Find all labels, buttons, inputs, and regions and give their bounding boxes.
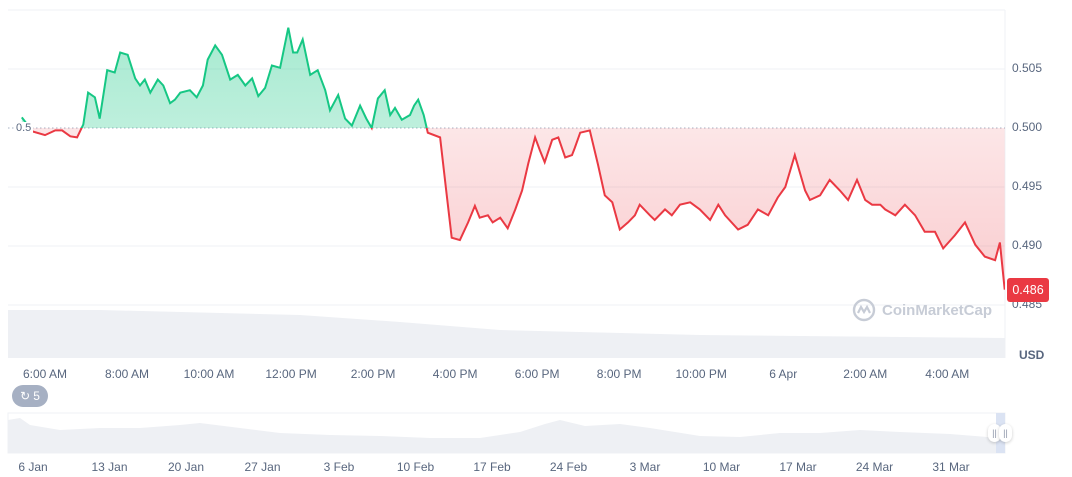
area-below-baseline [21,128,1005,290]
navigator-date-label: 27 Jan [244,460,281,474]
navigator-area [8,418,1005,453]
currency-label: USD [1019,348,1045,362]
events-button[interactable]: ↻ 5 [12,385,48,407]
price-line-down [28,128,1005,290]
x-tick-label: 6:00 AM [22,367,68,381]
x-tick-label: 2:00 PM [350,367,396,381]
y-tick-label: 0.495 [1012,179,1043,193]
navigator-date-label: 20 Jan [167,460,205,474]
navigator-date-label: 24 Feb [549,460,588,474]
area-above-baseline [21,27,1005,128]
coinmarketcap-logo-icon [852,298,876,322]
navigator-date-label: 3 Mar [629,460,661,474]
navigator-date-label: 3 Feb [323,460,355,474]
current-price-badge: 0.486 [1007,278,1049,302]
x-tick-label: 4:00 PM [432,367,478,381]
navigator-date-label: 24 Mar [855,460,894,474]
price-line-up [21,27,428,128]
navigator-date-label: 10 Mar [702,460,741,474]
coinmarketcap-watermark: CoinMarketCap [852,298,992,322]
y-tick-label: 0.500 [1012,120,1043,134]
x-tick-label: 4:00 AM [925,367,970,381]
x-tick-label: 8:00 PM [596,367,642,381]
navigator[interactable] [7,412,1006,454]
x-tick-label: 6 Apr [769,367,798,381]
x-tick-label: 10:00 AM [183,367,235,381]
x-tick-label: 8:00 AM [105,367,150,381]
x-tick-label: 2:00 AM [843,367,888,381]
x-tick-label: 12:00 PM [265,367,317,381]
navigator-date-label: 31 Mar [932,460,970,474]
navigator-date-label: 6 Jan [18,460,48,474]
navigator-date-label: 17 Feb [473,460,511,474]
x-tick-label: 6:00 PM [514,367,560,381]
navigator-right-handle[interactable]: || [999,424,1012,442]
baseline-label: 0.5 [14,122,34,134]
x-tick-label: 10:00 PM [675,367,727,381]
navigator-date-label: 13 Jan [91,460,128,474]
history-icon: ↻ [20,389,31,403]
volume-bars [8,310,1005,358]
y-tick-label: 0.505 [1012,61,1043,75]
navigator-date-label: 10 Feb [396,460,435,474]
navigator-left-handle[interactable]: || [988,424,1001,442]
watermark-text: CoinMarketCap [882,301,993,319]
y-tick-label: 0.490 [1012,238,1043,252]
events-count: 5 [33,389,40,403]
navigator-date-label: 17 Mar [779,460,817,474]
